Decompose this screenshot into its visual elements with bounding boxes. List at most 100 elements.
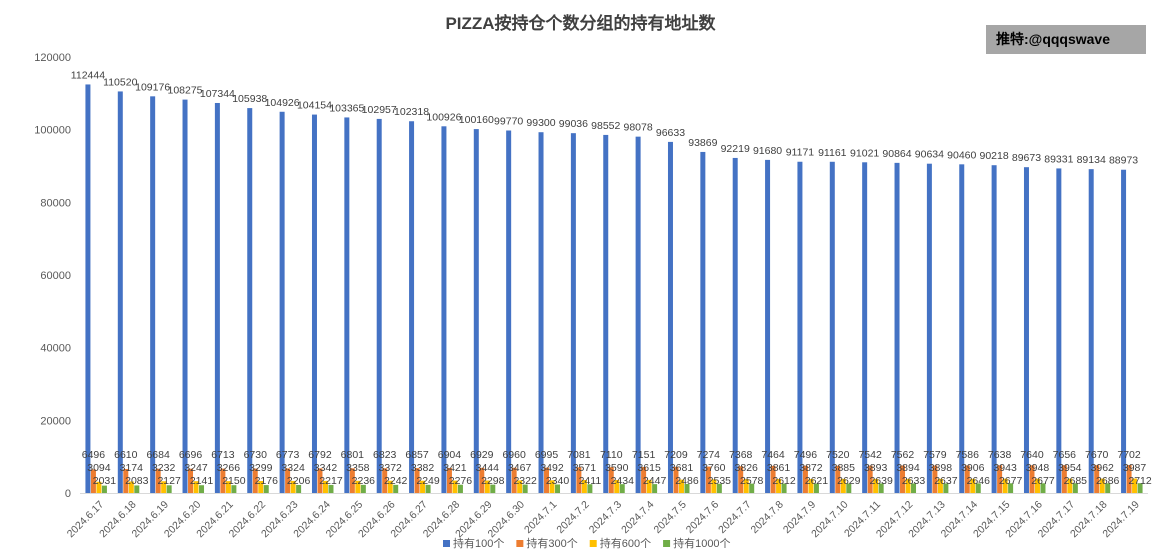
bar-1: [797, 161, 803, 493]
bar-2: [446, 467, 452, 493]
data-label: 104926: [265, 97, 300, 109]
y-tick-label: 60000: [40, 270, 71, 282]
bar-3: [873, 478, 879, 493]
bar-1: [862, 162, 868, 494]
bar-4: [1008, 483, 1014, 493]
data-label: 3590: [605, 462, 629, 474]
x-tick-label: 2024.7.1: [522, 499, 559, 536]
data-label: 2236: [352, 475, 376, 487]
data-label: 2637: [934, 475, 958, 487]
data-label: 2639: [869, 475, 893, 487]
bar-4: [231, 485, 237, 493]
bar-4: [878, 483, 884, 493]
bar-3: [808, 478, 814, 493]
bar-4: [652, 484, 658, 493]
bar-2: [188, 468, 194, 493]
bar-4: [134, 485, 140, 493]
data-label: 3372: [379, 462, 403, 474]
x-tick-label: 2024.7.3: [587, 499, 624, 536]
data-label: 2206: [287, 475, 311, 487]
bar-2: [673, 466, 679, 493]
bar-2: [349, 468, 355, 493]
data-label: 7586: [956, 449, 980, 461]
data-label: 7081: [567, 449, 591, 461]
legend-label: 持有100个: [453, 536, 504, 550]
data-label: 3943: [993, 462, 1017, 474]
data-label: 3872: [799, 462, 823, 474]
data-label: 91171: [786, 147, 815, 159]
data-label: 3492: [540, 462, 564, 474]
x-tick-label: 2024.7.5: [651, 499, 688, 536]
data-label: 91680: [753, 145, 782, 157]
data-label: 2612: [772, 475, 796, 487]
data-label: 6960: [502, 449, 526, 461]
bar-1: [247, 108, 253, 494]
bar-3: [517, 480, 523, 493]
data-label: 3571: [573, 462, 597, 474]
data-label: 100926: [426, 111, 461, 123]
data-label: 99300: [526, 117, 555, 129]
data-label: 2242: [384, 475, 408, 487]
legend-label: 持有1000个: [673, 536, 730, 550]
bar-4: [716, 483, 722, 493]
data-label: 6696: [179, 449, 203, 461]
data-label: 2083: [125, 475, 149, 487]
data-label: 2411: [579, 475, 602, 487]
bar-1: [344, 117, 350, 494]
bar-3: [970, 478, 976, 493]
bar-1: [1121, 169, 1127, 493]
bar-4: [619, 484, 625, 493]
data-label: 108275: [167, 85, 202, 97]
data-label: 7656: [1053, 449, 1077, 461]
legend: 持有100个 持有300个 持有600个 持有1000个: [443, 536, 731, 550]
bar-2: [252, 468, 258, 493]
bar-3: [840, 478, 846, 493]
y-tick-label: 100000: [34, 125, 71, 137]
bar-1: [700, 151, 706, 493]
data-label: 7496: [794, 449, 818, 461]
bar-2: [1126, 465, 1132, 493]
x-tick-label: 2024.7.4: [619, 499, 656, 536]
bar-2: [155, 468, 161, 493]
data-label: 3987: [1123, 462, 1147, 474]
bar-2: [608, 467, 614, 493]
bar-2: [997, 465, 1003, 493]
data-label: 3615: [637, 462, 661, 474]
bar-3: [452, 480, 458, 493]
bar-4: [587, 484, 593, 493]
bar-1: [311, 114, 317, 494]
data-label: 7151: [632, 449, 656, 461]
data-label: 7464: [761, 449, 785, 461]
bar-4: [911, 483, 917, 493]
data-label: 3893: [864, 462, 888, 474]
bar-1: [926, 163, 932, 493]
data-label: 3681: [670, 462, 694, 474]
y-tick-label: 0: [65, 488, 71, 500]
bar-2: [802, 465, 808, 493]
bar-3: [905, 478, 911, 493]
data-label: 3421: [443, 462, 467, 474]
data-label: 3174: [120, 462, 144, 474]
bar-3: [937, 478, 943, 493]
data-label: 7638: [988, 449, 1012, 461]
legend-label: 持有600个: [600, 536, 651, 550]
bar-1: [732, 157, 738, 494]
chart-title: PIZZA按持仓个数分组的持有地址数: [445, 14, 716, 33]
bar-3: [549, 480, 555, 493]
bar-1: [959, 164, 965, 493]
bar-2: [1029, 465, 1035, 493]
x-axis: 2024.6.172024.6.182024.6.192024.6.202024…: [65, 493, 1148, 540]
bar-2: [285, 468, 291, 493]
bar-2: [867, 465, 873, 493]
data-label: 2486: [675, 475, 699, 487]
bar-1: [635, 136, 641, 493]
bar-4: [1105, 483, 1111, 493]
data-label: 6929: [470, 449, 494, 461]
bar-4: [296, 484, 302, 493]
data-label: 7520: [826, 449, 850, 461]
data-label: 92219: [721, 143, 750, 155]
bar-4: [1072, 483, 1078, 493]
watermark-badge: 推特:@qqqswave: [986, 25, 1146, 54]
bar-1: [441, 126, 447, 494]
